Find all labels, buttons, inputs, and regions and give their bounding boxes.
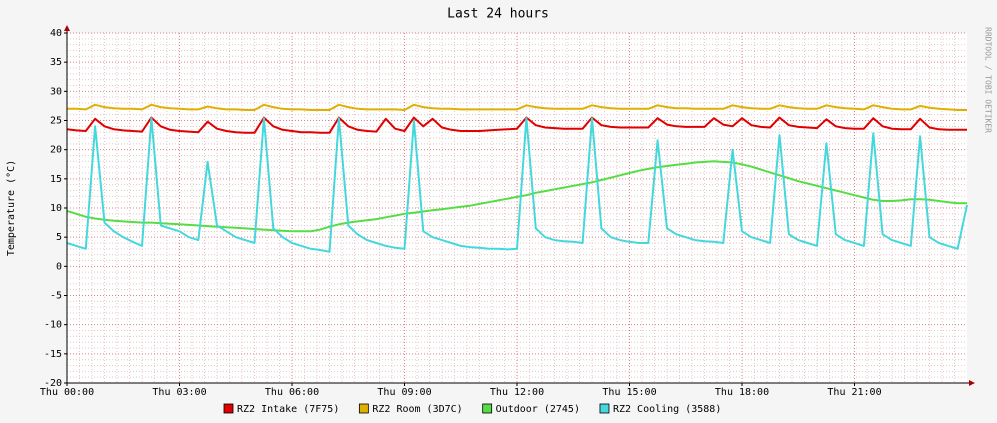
axes <box>64 25 975 386</box>
legend-swatch <box>223 403 234 414</box>
series-line <box>66 117 968 253</box>
y-tick-label: 35 <box>50 57 62 68</box>
y-tick-label: 30 <box>50 86 62 97</box>
y-tick-label: 25 <box>50 116 62 127</box>
x-arrow <box>969 380 975 386</box>
watermark: RRDTOOL / TOBI OETIKER <box>984 27 993 133</box>
legend-label: Outdoor (2745) <box>496 404 580 415</box>
y-tick-label: -20 <box>44 378 62 389</box>
x-tick-label: Thu 18:00 <box>715 387 769 398</box>
legend-label: RZ2 Cooling (3588) <box>613 404 721 415</box>
x-tick-label: Thu 12:00 <box>490 387 544 398</box>
legend-swatch <box>599 403 610 414</box>
legend-label: RZ2 Intake (7F75) <box>237 404 339 415</box>
x-tick-label: Thu 15:00 <box>602 387 656 398</box>
y-tick-label: 0 <box>56 261 62 272</box>
y-tick-label: 15 <box>50 174 62 185</box>
legend-swatch <box>482 403 493 414</box>
legend-swatch <box>358 403 369 414</box>
y-arrow <box>64 25 70 31</box>
series-line <box>67 103 967 111</box>
y-tick-label: 20 <box>50 145 62 156</box>
y-tick-label: -15 <box>44 349 62 360</box>
x-tick-label: Thu 00:00 <box>40 387 94 398</box>
y-tick-label: 40 <box>50 28 62 39</box>
series-line <box>66 160 967 233</box>
series-line <box>66 116 967 134</box>
y-tick-label: 10 <box>50 203 62 214</box>
lines <box>66 103 968 253</box>
x-tick-label: Thu 03:00 <box>152 387 206 398</box>
y-tick-label: 5 <box>56 232 62 243</box>
y-tick-label: -10 <box>44 320 62 331</box>
x-tick-label: Thu 06:00 <box>265 387 319 398</box>
x-tick-label: Thu 21:00 <box>827 387 881 398</box>
y-tick-label: -5 <box>50 291 62 302</box>
x-tick-label: Thu 09:00 <box>377 387 431 398</box>
legend: RZ2 Intake (7F75) RZ2 Room (3D7C) Outdoor … <box>223 403 721 415</box>
y-axis-label: Temperature (°C) <box>6 160 17 256</box>
chart-title: Last 24 hours <box>447 7 549 22</box>
legend-label: RZ2 Room (3D7C) <box>372 404 462 415</box>
